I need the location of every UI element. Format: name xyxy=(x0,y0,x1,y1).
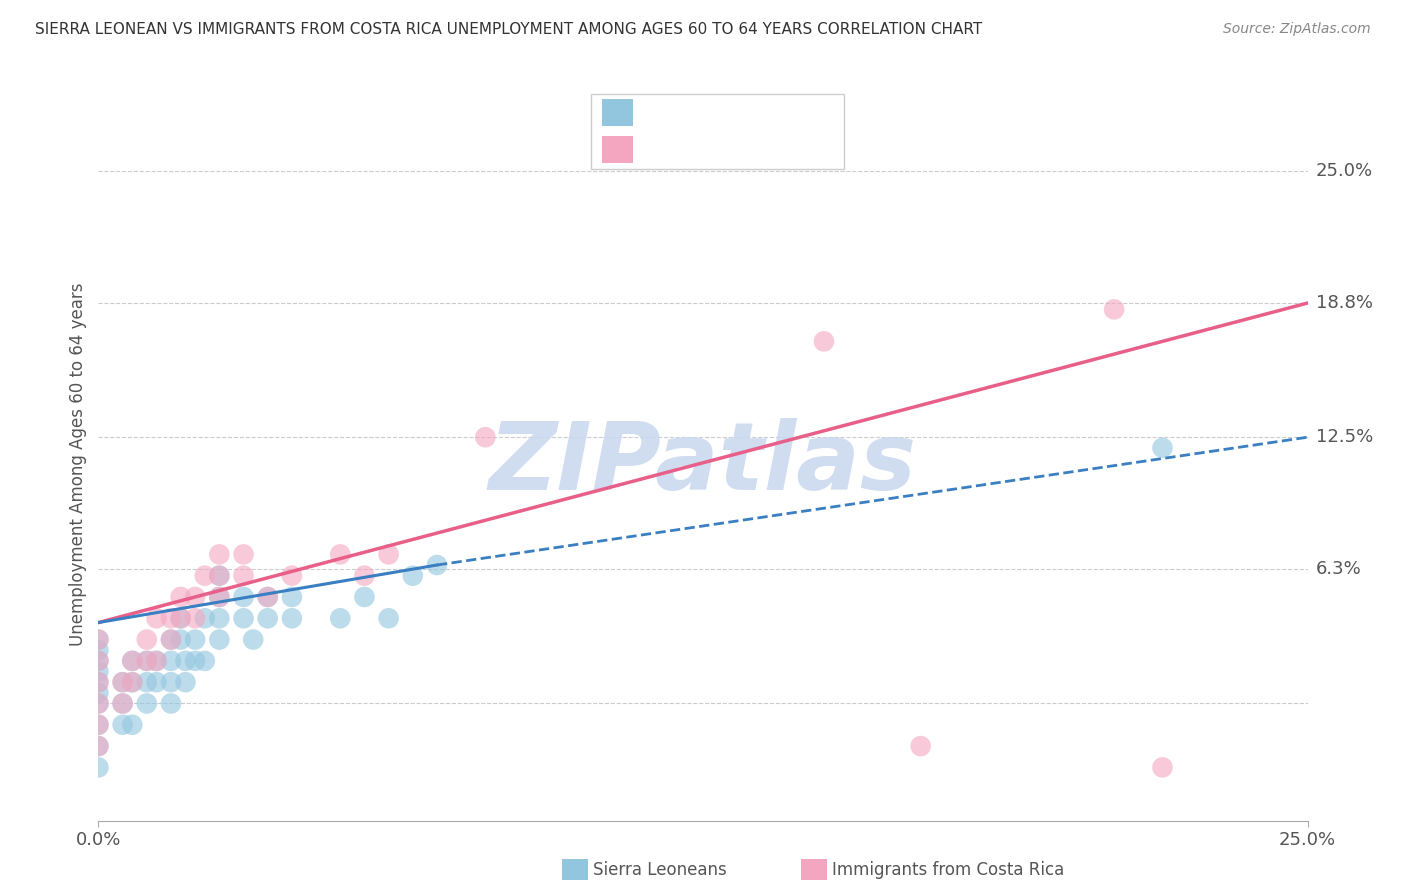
Point xyxy=(174,675,197,690)
Point xyxy=(160,611,183,625)
Point xyxy=(232,568,254,582)
Point xyxy=(402,568,425,582)
Point xyxy=(242,632,264,647)
Text: Immigrants from Costa Rica: Immigrants from Costa Rica xyxy=(832,861,1064,879)
Point xyxy=(111,675,134,690)
Point xyxy=(174,654,197,668)
Point xyxy=(329,547,352,561)
Point xyxy=(281,568,304,582)
Point xyxy=(87,654,110,668)
Point xyxy=(87,760,110,774)
Point xyxy=(111,675,134,690)
Point xyxy=(377,611,399,625)
Point xyxy=(87,739,110,753)
Point xyxy=(281,611,304,625)
Point xyxy=(135,632,157,647)
Point xyxy=(135,675,157,690)
Point xyxy=(121,675,143,690)
Point xyxy=(184,590,207,604)
Point xyxy=(145,675,167,690)
Point xyxy=(121,654,143,668)
Point xyxy=(208,547,231,561)
Point xyxy=(87,718,110,732)
Point xyxy=(256,611,278,625)
Point xyxy=(111,718,134,732)
Point xyxy=(87,675,110,690)
Point xyxy=(87,654,110,668)
Point xyxy=(1152,441,1174,455)
Point xyxy=(281,590,304,604)
Point xyxy=(208,632,231,647)
Point xyxy=(353,568,375,582)
Point xyxy=(160,654,183,668)
Point xyxy=(111,697,134,711)
Point xyxy=(160,632,183,647)
Text: R = 0.297   N = 36: R = 0.297 N = 36 xyxy=(644,141,814,159)
Text: 12.5%: 12.5% xyxy=(1316,428,1374,446)
Text: 25.0%: 25.0% xyxy=(1316,162,1374,180)
Point xyxy=(145,611,167,625)
Point xyxy=(208,611,231,625)
Point xyxy=(232,611,254,625)
Point xyxy=(169,611,191,625)
Point xyxy=(87,686,110,700)
Point xyxy=(111,697,134,711)
Point xyxy=(256,590,278,604)
Point xyxy=(169,632,191,647)
Point xyxy=(121,718,143,732)
Point xyxy=(232,590,254,604)
Point xyxy=(121,675,143,690)
Point xyxy=(329,611,352,625)
Point xyxy=(184,632,207,647)
Point xyxy=(160,675,183,690)
Point xyxy=(87,632,110,647)
Point xyxy=(474,430,496,444)
Point xyxy=(87,643,110,657)
Point xyxy=(194,568,217,582)
Point xyxy=(87,739,110,753)
Point xyxy=(910,739,932,753)
Point xyxy=(169,611,191,625)
Point xyxy=(194,654,217,668)
Point xyxy=(813,334,835,349)
Point xyxy=(121,654,143,668)
Point xyxy=(145,654,167,668)
Point xyxy=(87,675,110,690)
Point xyxy=(377,547,399,561)
Point xyxy=(160,697,183,711)
Text: Source: ZipAtlas.com: Source: ZipAtlas.com xyxy=(1223,22,1371,37)
Point xyxy=(135,654,157,668)
Text: ZIPatlas: ZIPatlas xyxy=(489,417,917,510)
Point xyxy=(1102,302,1125,317)
Point xyxy=(353,590,375,604)
Point xyxy=(208,590,231,604)
Point xyxy=(87,697,110,711)
Y-axis label: Unemployment Among Ages 60 to 64 years: Unemployment Among Ages 60 to 64 years xyxy=(69,282,87,646)
Point xyxy=(256,590,278,604)
Point xyxy=(169,590,191,604)
Point xyxy=(87,718,110,732)
Point xyxy=(184,611,207,625)
Text: Sierra Leoneans: Sierra Leoneans xyxy=(593,861,727,879)
Point xyxy=(208,568,231,582)
Point xyxy=(184,654,207,668)
Point xyxy=(194,611,217,625)
Point xyxy=(145,654,167,668)
Point xyxy=(208,568,231,582)
Text: R = 0.106   N = 49: R = 0.106 N = 49 xyxy=(644,103,814,121)
Point xyxy=(160,632,183,647)
Point xyxy=(87,697,110,711)
Point xyxy=(1152,760,1174,774)
Text: SIERRA LEONEAN VS IMMIGRANTS FROM COSTA RICA UNEMPLOYMENT AMONG AGES 60 TO 64 YE: SIERRA LEONEAN VS IMMIGRANTS FROM COSTA … xyxy=(35,22,983,37)
Text: 6.3%: 6.3% xyxy=(1316,560,1361,578)
Point xyxy=(426,558,449,572)
Point xyxy=(232,547,254,561)
Point xyxy=(135,654,157,668)
Point xyxy=(87,632,110,647)
Point xyxy=(135,697,157,711)
Text: 18.8%: 18.8% xyxy=(1316,294,1372,312)
Point xyxy=(208,590,231,604)
Point xyxy=(87,665,110,679)
